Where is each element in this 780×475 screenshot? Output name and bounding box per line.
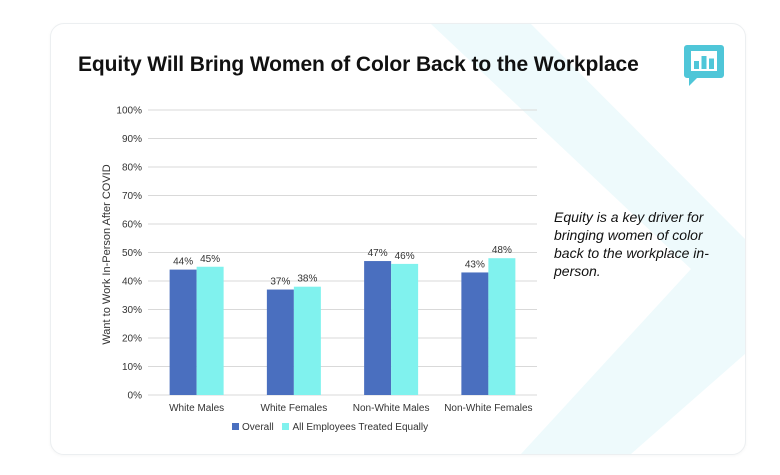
bar — [391, 263, 419, 395]
y-tick-label: 10% — [122, 362, 142, 373]
bar — [196, 266, 224, 395]
y-tick-label: 0% — [128, 391, 143, 402]
data-label: 44% — [173, 257, 193, 268]
background-chevron-decoration — [431, 24, 745, 454]
data-label: 38% — [297, 274, 317, 285]
y-tick-label: 70% — [122, 191, 142, 202]
bar — [169, 269, 197, 395]
bar — [266, 289, 294, 395]
x-tick-label: White Females — [261, 403, 328, 414]
legend-label-overall: Overall — [242, 422, 274, 433]
legend-swatch-equal — [282, 423, 290, 430]
chart-legend: Overall All Employees Treated Equally — [232, 422, 434, 433]
data-label: 46% — [395, 251, 415, 262]
insight-note: Equity is a key driver for bringing wome… — [554, 209, 709, 279]
y-tick-label: 100% — [116, 106, 142, 117]
x-tick-label: White Males — [169, 403, 224, 414]
y-tick-label: 80% — [122, 163, 142, 174]
y-tick-label: 20% — [122, 334, 142, 345]
legend-item-overall: Overall — [232, 422, 274, 433]
y-tick-label: 60% — [122, 220, 142, 231]
bar — [488, 258, 516, 395]
y-tick-label: 40% — [122, 277, 142, 288]
bar-chart-speech-bubble-icon — [684, 45, 724, 86]
x-tick-label: Non-White Females — [444, 403, 532, 414]
legend-item-equal: All Employees Treated Equally — [282, 422, 428, 433]
y-tick-label: 50% — [122, 248, 142, 259]
legend-label-equal: All Employees Treated Equally — [292, 422, 429, 433]
legend-swatch-overall — [232, 423, 239, 430]
bar — [461, 272, 489, 395]
data-label: 37% — [270, 277, 290, 288]
y-axis-label: Want to Work In-Person After COVID — [101, 164, 113, 344]
x-tick-label: Non-White Males — [353, 403, 430, 414]
page-title: Equity Will Bring Women of Color Back to… — [78, 53, 639, 76]
y-tick-label: 90% — [122, 134, 142, 145]
data-label: 47% — [368, 248, 388, 259]
data-label: 43% — [465, 259, 485, 270]
bar — [293, 286, 321, 395]
y-tick-label: 30% — [122, 305, 142, 316]
data-label: 48% — [492, 245, 512, 256]
bar — [364, 261, 392, 395]
data-label: 45% — [200, 254, 220, 265]
